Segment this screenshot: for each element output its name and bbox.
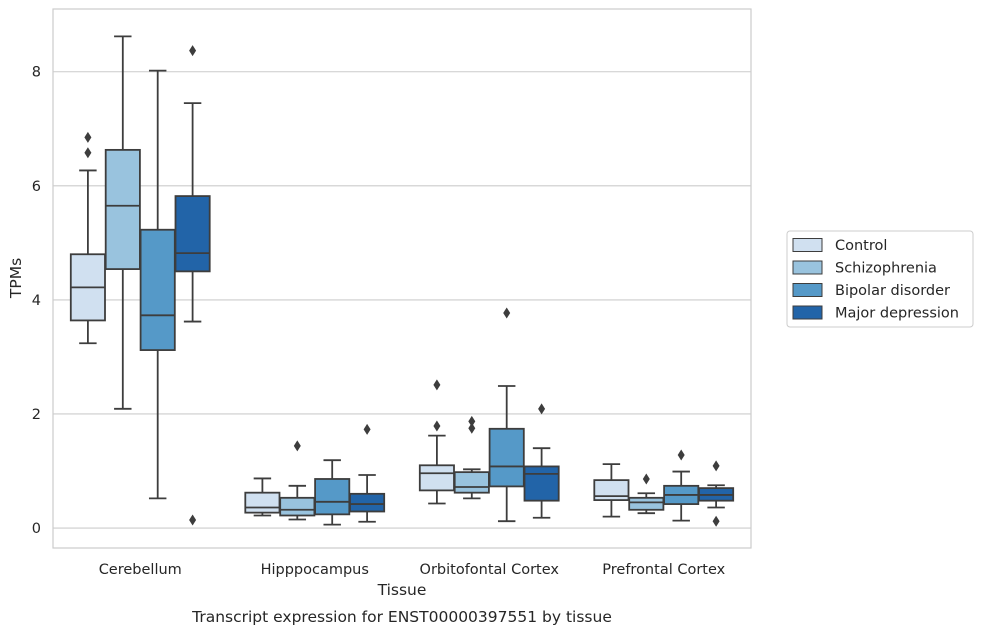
legend: Control Schizophrenia Bipolar disorder Majo… xyxy=(786,230,974,328)
outlier-point xyxy=(677,449,685,461)
outlier-point xyxy=(189,45,197,57)
plot-area-frame xyxy=(52,8,752,549)
box-group xyxy=(139,69,176,500)
legend-frame xyxy=(786,230,974,328)
box-iqr xyxy=(523,465,560,502)
legend-swatch xyxy=(792,305,823,320)
box-group xyxy=(663,449,700,522)
outlier-point xyxy=(84,147,92,159)
y-tick-label: 8 xyxy=(32,65,41,81)
outlier-point xyxy=(468,415,476,427)
legend-label: Major depression xyxy=(835,306,959,322)
box-iqr xyxy=(139,228,176,351)
y-tick-label: 2 xyxy=(32,407,41,423)
box-iqr xyxy=(488,427,525,488)
y-tick-label: 0 xyxy=(32,521,41,537)
legend-item: Major depression xyxy=(792,305,959,322)
box-group xyxy=(104,35,141,410)
box-group xyxy=(174,45,211,526)
series-group xyxy=(104,35,665,521)
legend-item: Control xyxy=(792,238,887,254)
box-iqr xyxy=(349,492,386,513)
outlier-point xyxy=(642,473,650,485)
outlier-point xyxy=(468,422,476,434)
box-group xyxy=(628,473,665,515)
box-group xyxy=(523,403,560,519)
box-group xyxy=(453,415,490,500)
outlier-point xyxy=(189,514,197,526)
x-tick-label: Hipppocampus xyxy=(261,562,369,578)
y-axis-label: TPMs xyxy=(7,258,25,299)
box-group xyxy=(314,459,351,526)
legend-label: Bipolar disorder xyxy=(835,283,950,299)
outlier-point xyxy=(433,379,441,391)
outlier-point xyxy=(293,440,301,452)
legend-item: Bipolar disorder xyxy=(792,283,950,299)
box-iqr xyxy=(174,195,211,273)
box-group xyxy=(69,131,106,345)
box-iqr xyxy=(593,479,630,501)
box-iqr xyxy=(314,478,351,516)
outlier-point xyxy=(84,131,92,143)
series-group xyxy=(69,131,630,518)
x-axis-ticks: Cerebellum Hipppocampus Orbitofontal Corte… xyxy=(99,562,726,578)
legend-item: Schizophrenia xyxy=(792,260,937,277)
legend-swatch xyxy=(792,238,823,252)
y-tick-label: 4 xyxy=(32,293,41,309)
box-group xyxy=(244,477,281,517)
box-groups xyxy=(69,35,735,527)
outlier-point xyxy=(712,460,720,472)
x-axis-label: Tissue xyxy=(377,581,427,599)
box-iqr xyxy=(418,464,455,492)
box-iqr xyxy=(104,148,141,270)
legend-swatch xyxy=(792,283,823,297)
box-group xyxy=(698,460,735,527)
outlier-point xyxy=(503,307,511,319)
x-tick-label: Prefrontal Cortex xyxy=(602,562,725,578)
series-group xyxy=(174,45,735,527)
x-tick-label: Orbitofontal Cortex xyxy=(420,562,560,578)
series-group xyxy=(139,69,700,526)
box-iqr xyxy=(279,496,316,517)
y-tick-label: 6 xyxy=(32,179,41,195)
outlier-point xyxy=(363,423,371,435)
outlier-point xyxy=(538,403,546,415)
box-group xyxy=(593,463,630,518)
box-iqr xyxy=(628,496,665,511)
box-group xyxy=(418,379,455,505)
chart-caption: Transcript expression for ENST0000039755… xyxy=(191,608,612,626)
y-axis-ticks: 0 2 4 6 8 xyxy=(32,65,41,537)
box-group xyxy=(488,307,525,523)
box-iqr xyxy=(244,491,281,514)
outlier-point xyxy=(433,420,441,432)
box-group xyxy=(349,423,386,523)
legend-label: Schizophrenia xyxy=(835,261,937,277)
legend-swatch xyxy=(792,260,823,275)
x-tick-label: Cerebellum xyxy=(99,562,182,578)
outlier-point xyxy=(712,515,720,527)
legend-label: Control xyxy=(835,238,887,254)
box-iqr xyxy=(453,471,490,494)
box-group xyxy=(279,440,316,521)
